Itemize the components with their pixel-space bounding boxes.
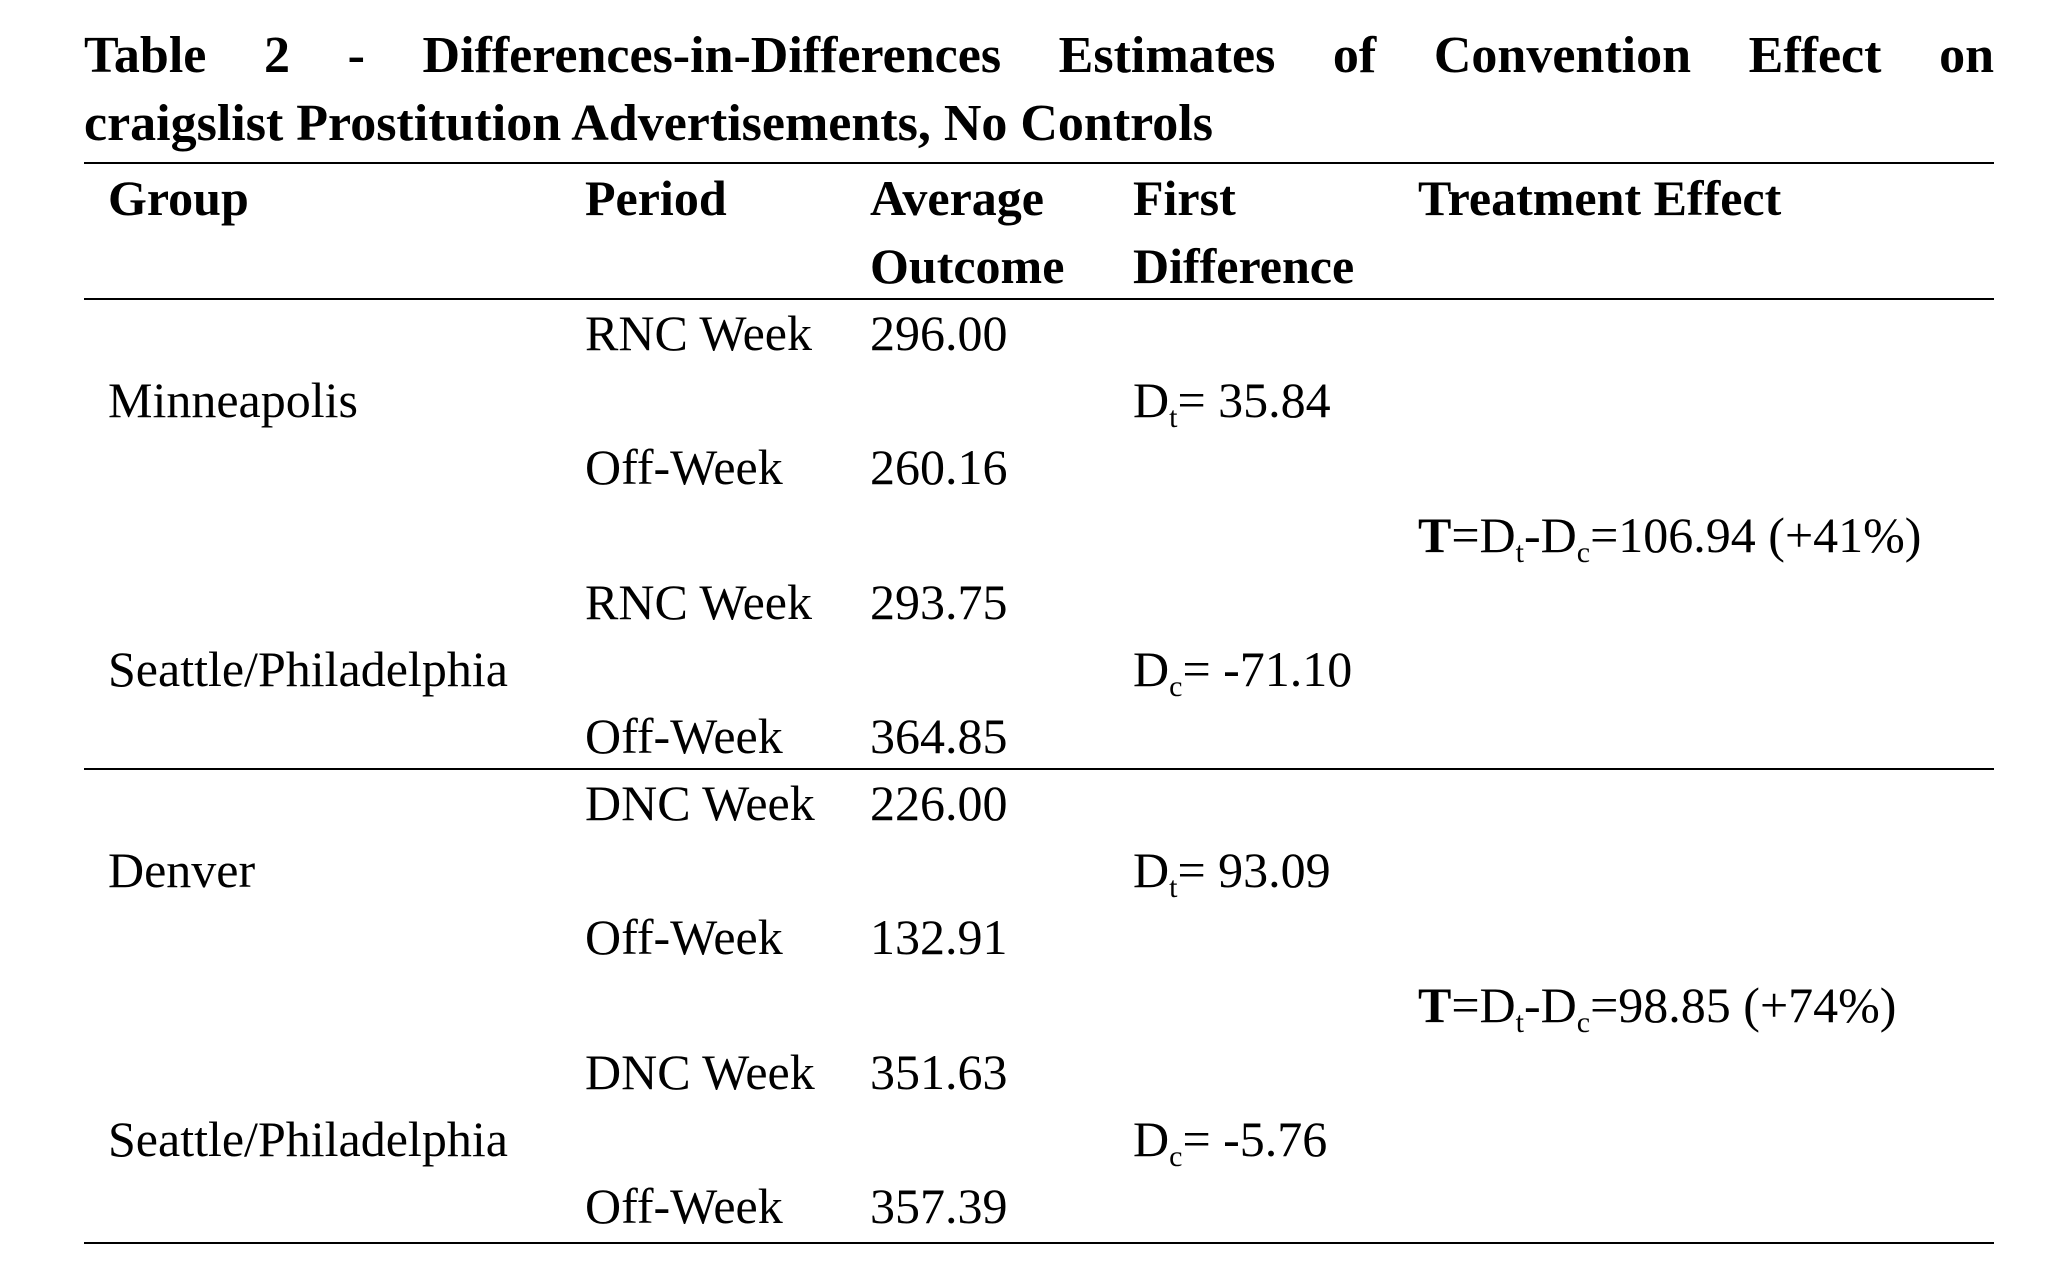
first-difference-cell: Dt= 93.09 — [1133, 842, 1331, 904]
outcome-cell: 293.75 — [870, 574, 1008, 630]
outcome-cell: 364.85 — [870, 708, 1008, 764]
header-first-difference: First Difference — [1133, 170, 1355, 294]
table-title-line-2: craigslist Prostitution Advertisements, … — [84, 95, 1213, 152]
header-period: Period — [585, 170, 727, 226]
period-cell: Off-Week — [585, 909, 783, 965]
outcome-cell: 226.00 — [870, 775, 1008, 831]
period-cell: Off-Week — [585, 708, 783, 764]
group-cell: Minneapolis — [108, 372, 358, 428]
table-title-line-1: Table 2 - Differences-in-Differences Est… — [84, 27, 1994, 84]
bottom-rule — [84, 1242, 1994, 1244]
top-rule — [84, 162, 1994, 164]
period-cell: DNC Week — [585, 1044, 815, 1100]
period-cell: Off-Week — [585, 1178, 783, 1234]
header-treatment-effect: Treatment Effect — [1418, 170, 1782, 226]
period-cell: RNC Week — [585, 574, 812, 630]
first-difference-cell: Dc= -5.76 — [1133, 1111, 1328, 1173]
block-separator-rule — [84, 768, 1994, 770]
group-cell: Denver — [108, 842, 256, 898]
period-cell: Off-Week — [585, 439, 783, 495]
outcome-cell: 132.91 — [870, 909, 1008, 965]
group-cell: Seattle/Philadelphia — [108, 1111, 508, 1167]
header-rule — [84, 298, 1994, 300]
table-title: Table 2 - Differences-in-Differences Est… — [84, 22, 1994, 158]
period-cell: RNC Week — [585, 305, 812, 361]
treatment-effect-cell: T=Dt-Dc=98.85 (+74%) — [1418, 977, 1897, 1039]
first-difference-cell: Dc= -71.10 — [1133, 641, 1353, 703]
outcome-cell: 351.63 — [870, 1044, 1008, 1100]
outcome-cell: 260.16 — [870, 439, 1008, 495]
first-difference-cell: Dt= 35.84 — [1133, 372, 1331, 434]
header-group: Group — [108, 170, 249, 226]
outcome-cell: 357.39 — [870, 1178, 1008, 1234]
header-average-outcome: Average Outcome — [870, 170, 1065, 294]
outcome-cell: 296.00 — [870, 305, 1008, 361]
period-cell: DNC Week — [585, 775, 815, 831]
treatment-effect-cell: T=Dt-Dc=106.94 (+41%) — [1418, 507, 1922, 569]
group-cell: Seattle/Philadelphia — [108, 641, 508, 697]
